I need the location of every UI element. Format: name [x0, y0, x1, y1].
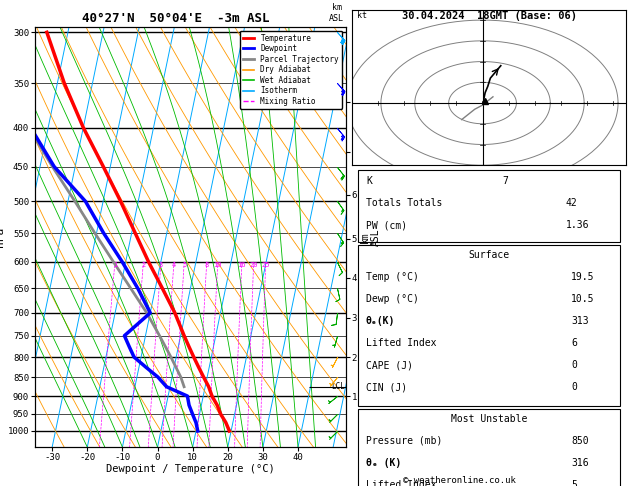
- Text: 4: 4: [172, 262, 176, 268]
- Text: K: K: [366, 176, 372, 186]
- Text: CIN (J): CIN (J): [366, 382, 407, 392]
- Text: 5: 5: [182, 262, 186, 268]
- Text: km
ASL: km ASL: [329, 3, 344, 22]
- Text: 8: 8: [204, 262, 209, 268]
- Text: θₑ (K): θₑ (K): [366, 458, 401, 468]
- Legend: Temperature, Dewpoint, Parcel Trajectory, Dry Adiabat, Wet Adiabat, Isotherm, Mi: Temperature, Dewpoint, Parcel Trajectory…: [240, 31, 342, 109]
- Text: LCL: LCL: [331, 382, 345, 391]
- Text: Most Unstable: Most Unstable: [451, 414, 527, 423]
- Text: 316: 316: [571, 458, 589, 468]
- Text: 0: 0: [571, 382, 577, 392]
- Text: 313: 313: [571, 316, 589, 326]
- Text: Surface: Surface: [469, 250, 509, 260]
- Text: Lifted Index: Lifted Index: [366, 338, 437, 348]
- Text: Temp (°C): Temp (°C): [366, 272, 419, 282]
- Text: 2: 2: [142, 262, 145, 268]
- Bar: [358, 409, 620, 486]
- Text: 7: 7: [503, 176, 509, 186]
- Text: Dewp (°C): Dewp (°C): [366, 294, 419, 304]
- Text: 16: 16: [238, 262, 246, 268]
- Y-axis label: km
ASL: km ASL: [360, 228, 381, 246]
- Text: 30.04.2024  18GMT (Base: 06): 30.04.2024 18GMT (Base: 06): [401, 11, 577, 21]
- Text: kt: kt: [357, 11, 367, 20]
- Text: 10: 10: [214, 262, 222, 268]
- Text: 25: 25: [262, 262, 270, 268]
- Text: 3: 3: [159, 262, 163, 268]
- Text: Totals Totals: Totals Totals: [366, 198, 442, 208]
- Text: 6: 6: [571, 338, 577, 348]
- Text: Lifted Index: Lifted Index: [366, 480, 437, 486]
- Text: © weatheronline.co.uk: © weatheronline.co.uk: [403, 475, 516, 485]
- Text: θₑ(K): θₑ(K): [366, 316, 395, 326]
- Text: 10.5: 10.5: [571, 294, 594, 304]
- Text: 5: 5: [571, 480, 577, 486]
- Text: CAPE (J): CAPE (J): [366, 360, 413, 370]
- Text: 42: 42: [565, 198, 577, 208]
- Text: 20: 20: [250, 262, 258, 268]
- Text: 0: 0: [571, 360, 577, 370]
- Text: 850: 850: [571, 435, 589, 446]
- Text: PW (cm): PW (cm): [366, 220, 407, 230]
- Text: 1: 1: [113, 262, 117, 268]
- Y-axis label: hPa: hPa: [0, 227, 5, 247]
- Text: 19.5: 19.5: [571, 272, 594, 282]
- X-axis label: Dewpoint / Temperature (°C): Dewpoint / Temperature (°C): [106, 465, 275, 474]
- Text: Pressure (mb): Pressure (mb): [366, 435, 442, 446]
- Text: 1.36: 1.36: [565, 220, 589, 230]
- Bar: [358, 245, 620, 406]
- Bar: [358, 170, 620, 243]
- Text: 40°27'N  50°04'E  -3m ASL: 40°27'N 50°04'E -3m ASL: [82, 12, 270, 25]
